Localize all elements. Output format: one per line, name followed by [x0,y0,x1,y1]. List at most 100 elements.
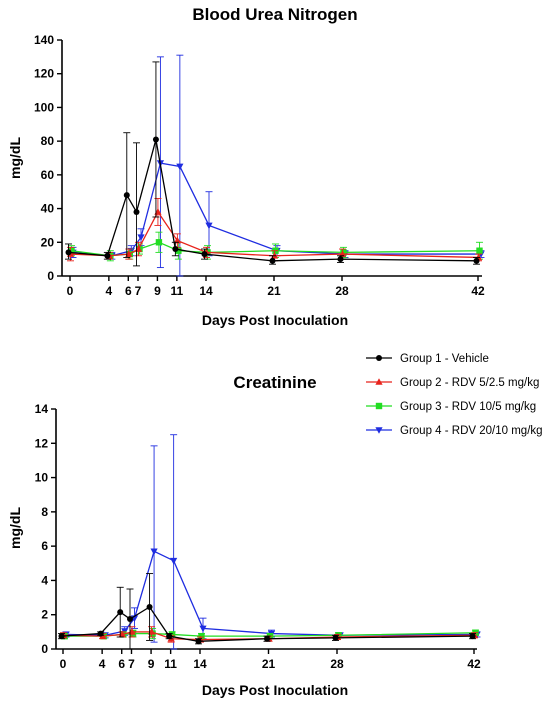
bun-y-tick-label: 120 [34,67,54,81]
creatinine-y-tick-label: 0 [41,642,48,656]
bun-x-tick-label: 14 [199,284,213,298]
creatinine-y-tick-label: 14 [35,402,49,416]
legend-swatch-marker [375,378,383,385]
bun-x-tick-label: 0 [67,284,74,298]
bun-y-tick-label: 60 [41,168,55,182]
bun-data-point [473,257,480,264]
legend-swatch-marker [376,355,382,361]
bun-y-tick-label: 20 [41,235,55,249]
bun-chart: Blood Urea Nitrogen mg/dL Days Post Inoc… [7,5,485,328]
bun-data-point [172,246,179,253]
bun-y-tick-label: 100 [34,100,54,114]
creatinine-x-tick-label: 11 [164,657,177,671]
bun-y-axis-label: mg/dL [7,137,23,179]
bun-y-tick-label: 0 [47,269,54,283]
legend-swatch-marker [375,402,383,410]
creatinine-data-point [97,630,104,637]
creatinine-x-tick-label: 4 [99,657,106,671]
creatinine-series-group [58,434,481,650]
bun-y-tick-label: 40 [41,202,55,216]
legend-entry: Group 4 - RDV 20/10 mg/kg [366,425,543,437]
creatinine-data-point [198,632,205,640]
bun-data-point [68,247,75,254]
creatinine-y-tick-label: 12 [35,436,49,450]
bun-data-point [175,247,182,254]
creatinine-series-1 [58,573,476,650]
bun-data-point [155,239,163,246]
creatinine-series-4 [62,434,481,650]
bun-data-point [201,251,208,258]
creatinine-data-point [195,638,202,645]
creatinine-x-axis-label: Days Post Inoculation [202,682,348,698]
legend-swatch-marker [375,427,383,434]
bun-series-1 [65,61,480,267]
bun-series-4 [69,54,485,277]
creatinine-data-point [150,548,158,556]
legend-label: Group 3 - RDV 10/5 mg/kg [400,401,536,413]
bun-data-point [338,250,347,257]
bun-data-point [137,234,145,242]
creatinine-data-point [146,604,153,610]
creatinine-y-tick-label: 8 [41,505,48,519]
bun-data-point [205,222,213,230]
bun-data-point [133,208,140,215]
bun-y-tick-label: 140 [34,33,54,47]
bun-x-tick-label: 11 [171,284,184,298]
legend: Group 1 - Vehicle Group 2 - RDV 5/2.5 mg/… [366,353,543,437]
bun-data-point [337,256,344,263]
creatinine-x-tick-label: 28 [330,657,344,671]
bun-data-point [123,192,130,199]
bun-data-point [65,249,72,256]
creatinine-y-tick-label: 6 [41,539,48,553]
creatinine-x-tick-label: 9 [148,657,155,671]
creatinine-series-1-line [61,606,473,642]
creatinine-series-4-line [65,550,478,636]
bun-data-point [173,236,181,244]
creatinine-y-tick-label: 10 [35,471,49,485]
bun-data-point [176,163,184,171]
bun-x-ticks: 0 4 6 7 9 11 14 21 28 42 [67,276,485,298]
bun-x-tick-label: 4 [106,284,113,298]
bun-x-tick-label: 9 [154,284,161,298]
bun-series-1-line [68,139,477,262]
bun-series-4-line [72,162,481,257]
creatinine-x-tick-label: 42 [467,657,481,671]
bun-x-tick-label: 28 [335,284,349,298]
bun-series-group [65,54,485,277]
creatinine-x-tick-label: 7 [128,657,135,671]
creatinine-x-ticks: 0 4 6 7 9 11 14 21 28 42 [60,649,481,671]
creatinine-data-point [58,633,65,640]
legend-entry: Group 1 - Vehicle [366,353,489,365]
bun-x-tick-label: 6 [125,284,132,298]
bun-x-tick-label: 7 [135,284,142,298]
legend-entry: Group 3 - RDV 10/5 mg/kg [366,401,536,413]
creatinine-data-point [469,633,476,640]
creatinine-chart: Creatinine mg/dL Days Post Inoculation 0… [7,373,481,698]
creatinine-y-tick-label: 2 [41,608,48,622]
legend-label: Group 2 - RDV 5/2.5 mg/kg [400,377,539,389]
creatinine-x-tick-label: 6 [118,657,125,671]
bun-title: Blood Urea Nitrogen [192,5,357,24]
legend-label: Group 4 - RDV 20/10 mg/kg [400,425,543,437]
creatinine-data-point [168,631,176,638]
creatinine-x-tick-label: 0 [60,657,67,671]
bun-x-tick-label: 21 [267,284,281,298]
creatinine-title: Creatinine [233,373,316,392]
bun-y-tick-label: 80 [41,134,55,148]
creatinine-data-point [332,634,339,641]
creatinine-y-ticks: 0 2 4 6 8 10 12 14 [35,402,56,656]
creatinine-data-point [264,635,270,642]
bun-y-ticks: 0 20 40 60 80 100 120 140 [34,33,62,283]
creatinine-data-point [170,557,178,565]
bun-data-point [476,247,483,254]
bun-data-point [152,136,159,143]
bun-series-2-line [70,210,479,259]
bun-data-point [269,257,276,264]
creatinine-y-tick-label: 4 [41,573,48,587]
creatinine-data-point [117,609,124,616]
creatinine-data-point [166,633,173,640]
bun-x-axis-label: Days Post Inoculation [202,312,348,328]
creatinine-y-axis-label: mg/dL [7,507,23,549]
creatinine-x-tick-label: 14 [193,657,207,671]
